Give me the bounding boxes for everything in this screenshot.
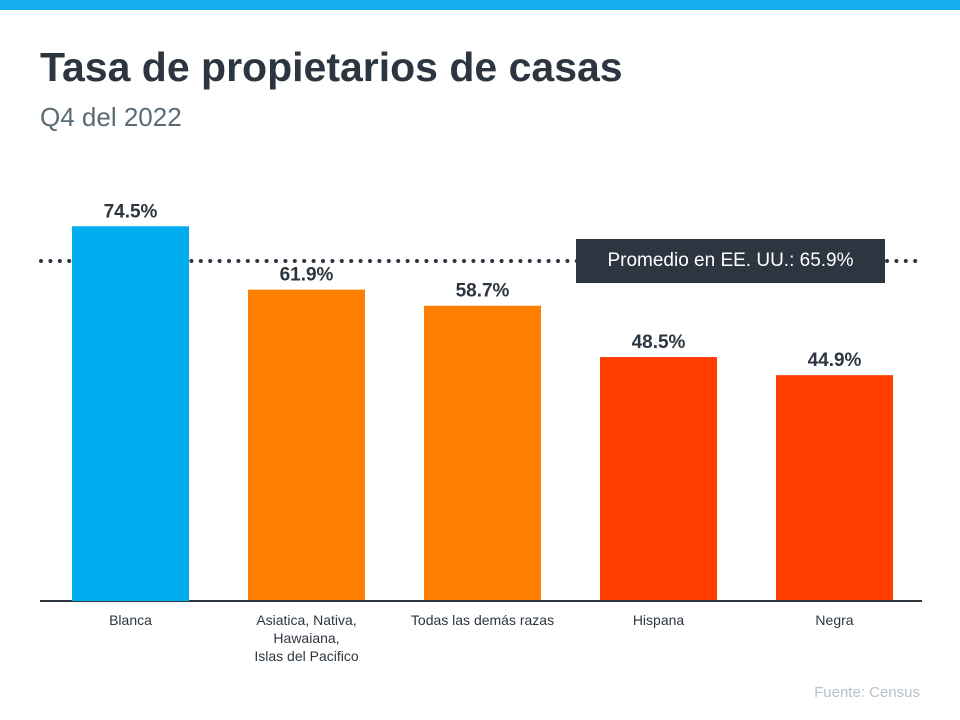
data-label: 48.5% xyxy=(632,332,686,353)
chart-subtitle: Q4 del 2022 xyxy=(40,102,182,132)
source-note: Fuente: Census xyxy=(814,684,920,701)
category-label: Hispana xyxy=(633,612,685,628)
category-label: Asiatica, Nativa, Hawaiana, Islas del Paci… xyxy=(254,612,358,664)
average-label: Promedio en EE. UU.: 65.9% xyxy=(576,239,885,283)
top-accent-bar xyxy=(0,0,960,10)
bar xyxy=(248,289,365,601)
data-label: 61.9% xyxy=(280,265,334,286)
bar xyxy=(600,357,717,601)
data-label: 44.9% xyxy=(808,350,862,371)
bar xyxy=(776,375,893,601)
bar xyxy=(424,305,541,601)
bar xyxy=(72,226,189,601)
category-label: Todas las demás razas xyxy=(411,612,554,628)
category-label: Blanca xyxy=(109,612,152,628)
data-label: 74.5% xyxy=(104,201,158,222)
category-label: Negra xyxy=(815,612,853,628)
data-label: 58.7% xyxy=(456,281,510,302)
chart-title: Tasa de propietarios de casas xyxy=(40,44,623,90)
